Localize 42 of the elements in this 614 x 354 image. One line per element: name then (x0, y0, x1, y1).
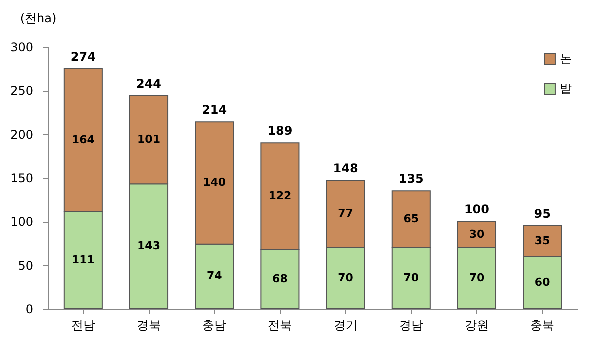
legend-label: 논 (560, 52, 572, 66)
data-label: 68 (272, 272, 288, 286)
y-tick-label: 250 (10, 84, 34, 98)
x-tick-label: 충남 (202, 318, 227, 332)
x-tick-label: 경북 (137, 318, 162, 332)
y-tick-label: 300 (10, 40, 34, 54)
data-label: 143 (138, 240, 160, 253)
data-label: 65 (404, 212, 420, 226)
x-tick-label: 경기 (334, 318, 358, 332)
y-tick-label: 150 (10, 172, 34, 186)
data-label: 35 (534, 234, 550, 248)
data-label: 140 (203, 176, 226, 190)
data-label: 70 (469, 271, 485, 284)
y-tick-label: 200 (10, 128, 34, 142)
total-label: 135 (398, 172, 424, 186)
y-tick-label: 50 (18, 258, 34, 273)
total-label: 100 (464, 202, 490, 217)
data-label: 74 (206, 270, 223, 283)
y-axis-title: (천ha) (20, 12, 57, 26)
total-label: 189 (268, 124, 293, 138)
data-label: 30 (469, 228, 485, 241)
data-label: 101 (138, 133, 160, 146)
total-label: 214 (202, 103, 228, 118)
data-label: 60 (534, 276, 551, 289)
data-label: 70 (404, 271, 420, 284)
legend-label: 밭 (560, 82, 572, 96)
data-label: 164 (72, 133, 96, 146)
total-label: 274 (70, 50, 96, 64)
total-label: 244 (136, 76, 162, 91)
x-tick-label: 전북 (268, 318, 292, 332)
data-label: 70 (338, 271, 354, 284)
total-label: 148 (333, 162, 358, 176)
data-label: 77 (338, 207, 354, 220)
data-label: 111 (72, 254, 95, 267)
x-tick-label: 강원 (464, 318, 489, 332)
total-label: 95 (534, 207, 551, 222)
x-tick-label: 전남 (71, 318, 96, 332)
y-tick-label: 0 (26, 302, 34, 316)
x-tick-label: 경남 (399, 318, 424, 332)
x-tick-label: 충북 (530, 318, 555, 332)
y-tick-label: 100 (10, 215, 34, 230)
data-label: 122 (268, 189, 292, 202)
